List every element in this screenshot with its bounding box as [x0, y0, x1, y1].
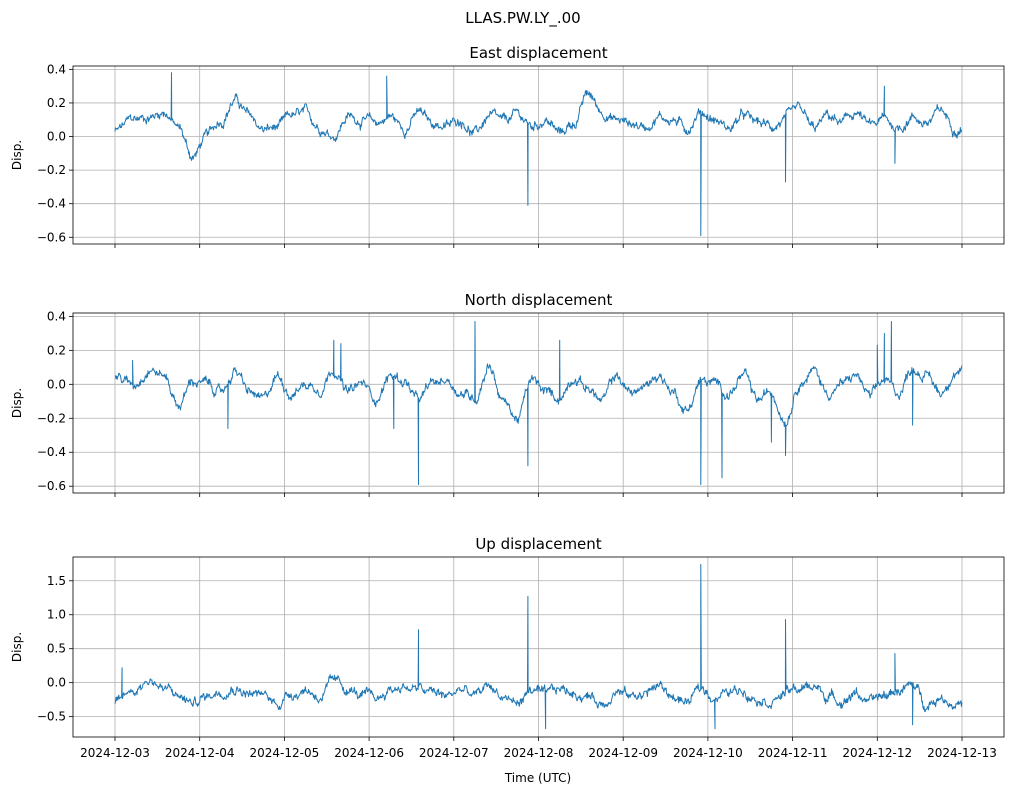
y-tick-label: 0.4: [47, 309, 66, 323]
y-tick-label: 0.0: [47, 676, 66, 690]
panel-1: East displacement Disp. 0.4 0.2 0.0 −0.2 −0.4 −…: [10, 44, 1005, 248]
y-axis-label: Disp.: [10, 388, 24, 418]
axes-frame: [72, 65, 1005, 245]
y-tick-label: −0.5: [37, 710, 66, 724]
y-tick-label: −0.6: [37, 230, 66, 244]
x-tick-label: 2024-12-05: [250, 746, 320, 760]
y-tick-label: 0.0: [47, 377, 66, 391]
y-axis-label: Disp.: [10, 140, 24, 170]
y-tick-label: −0.4: [37, 197, 66, 211]
x-tick-label: 2024-12-12: [842, 746, 912, 760]
x-tick-label: 2024-12-10: [673, 746, 743, 760]
figure-suptitle: LLAS.PW.LY_.00: [465, 9, 580, 28]
series-line: [114, 321, 963, 485]
axes-frame: [72, 312, 1005, 494]
y-tick-label: −0.4: [37, 445, 66, 459]
y-tick-label: 0.0: [47, 130, 66, 144]
x-tick-label: 2024-12-06: [334, 746, 404, 760]
panel-title: Up displacement: [475, 535, 601, 553]
gridlines: [73, 557, 1004, 737]
y-tick-label: 0.2: [47, 96, 66, 110]
axes-frame: [72, 556, 1005, 738]
y-tick-label: 0.4: [47, 62, 66, 76]
series-line: [114, 564, 963, 730]
x-tick-label: 2024-12-13: [927, 746, 997, 760]
gridlines: [73, 66, 1004, 244]
x-tick-label: 2024-12-03: [80, 746, 150, 760]
y-tick-label: −0.2: [37, 163, 66, 177]
y-tick-label: 1.0: [47, 608, 66, 622]
x-tick-label: 2024-12-07: [419, 746, 489, 760]
x-tick-labels: 2024-12-03 2024-12-04 2024-12-05 2024-12-06…: [80, 746, 997, 760]
y-tick-label: 0.5: [47, 642, 66, 656]
panel-title: North displacement: [465, 291, 613, 309]
y-axis-label: Disp.: [10, 632, 24, 662]
y-tick-label: 0.2: [47, 343, 66, 357]
y-tick-label: 1.5: [47, 574, 66, 588]
x-tick-label: 2024-12-04: [165, 746, 235, 760]
gridlines: [73, 313, 1004, 493]
series-line: [114, 72, 963, 237]
panels: East displacement Disp. 0.4 0.2 0.0 −0.2 −0.4 −…: [10, 44, 1005, 741]
y-tick-label: −0.6: [37, 479, 66, 493]
x-tick-label: 2024-12-09: [588, 746, 658, 760]
x-axis-label: Time (UTC): [504, 771, 571, 785]
panel-2: North displacement Disp. 0.4 0.2 0.0 −0.2 −0.4…: [10, 291, 1005, 497]
x-tick-label: 2024-12-11: [758, 746, 828, 760]
x-tick-label: 2024-12-08: [504, 746, 574, 760]
panel-title: East displacement: [469, 44, 607, 62]
y-tick-label: −0.2: [37, 411, 66, 425]
panel-3: Up displacement Disp. 1.5 1.0 0.5 0.0 −0.5: [10, 535, 1005, 741]
